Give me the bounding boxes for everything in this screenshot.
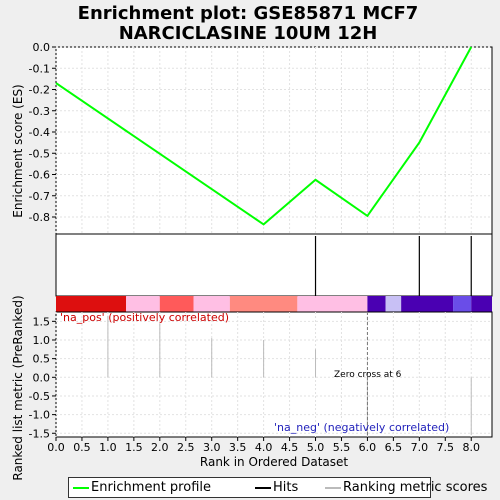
- x-tick-label: 4.0: [255, 441, 273, 454]
- metric-y-axis: 1.5 1.0 0.5 0.0 -0.5 -1.0 -1.5: [29, 315, 56, 440]
- color-bar-segment: [193, 296, 230, 312]
- legend-label-ranking-metric-scores: Ranking metric scores: [343, 480, 488, 495]
- es-y-tick-label: -0.5: [29, 147, 50, 160]
- es-y-tick-label: -0.4: [29, 126, 50, 139]
- chart-title-line-1: Enrichment plot: GSE85871 MCF7: [78, 3, 419, 24]
- metric-y-tick-label: -0.5: [29, 390, 50, 403]
- color-bar-segment: [297, 296, 368, 312]
- neg-annotation: 'na_neg' (negatively correlated): [274, 421, 449, 434]
- x-tick-label: 6.0: [359, 441, 377, 454]
- enrichment-profile-line: [55, 46, 473, 226]
- color-bar-segment: [126, 296, 160, 312]
- metric-y-tick-label: 1.5: [33, 315, 51, 328]
- metric-y-tick-label: 0.5: [33, 353, 51, 366]
- es-y-tick-label: 0.0: [33, 41, 51, 54]
- legend-label-hits: Hits: [273, 480, 299, 495]
- metric-y-tick-label: -1.5: [29, 427, 50, 440]
- x-tick-label: 5.0: [307, 441, 325, 454]
- color-bar-segment: [401, 296, 454, 312]
- es-y-tick-label: -0.7: [29, 190, 50, 203]
- metric-y-tick-label: -1.0: [29, 409, 50, 422]
- x-tick-label: 1.5: [125, 441, 143, 454]
- es-y-tick-label: -0.6: [29, 169, 50, 182]
- hits: [314, 236, 472, 296]
- es-y-tick-label: -0.3: [29, 105, 50, 118]
- color-bar-segment: [471, 296, 492, 312]
- es-y-axis-label: Enrichment score (ES): [11, 84, 25, 217]
- x-tick-label: 3.5: [229, 441, 247, 454]
- x-tick-label: 1.0: [99, 441, 117, 454]
- color-bar-segment: [159, 296, 194, 312]
- legend-label-enrichment-profile: Enrichment profile: [91, 480, 211, 495]
- metric-y-tick-label: 1.0: [33, 334, 51, 347]
- chart-title-line-2: NARCICLASINE 10UM 12H: [119, 23, 378, 44]
- legend-item-ranking-metric-scores: Ranking metric scores: [325, 480, 487, 495]
- x-tick-label: 0.0: [47, 441, 65, 454]
- x-tick-label: 2.0: [151, 441, 169, 454]
- x-tick-label: 7.0: [411, 441, 429, 454]
- metric-y-axis-label: Ranked list metric (PreRanked): [11, 295, 25, 480]
- metric-panel-background: [55, 311, 493, 438]
- legend-item-hits: Hits: [255, 480, 298, 495]
- ranking-color-bar: [56, 296, 492, 312]
- es-y-tick-label: -0.8: [29, 211, 50, 224]
- x-axis: 0.0 0.5 1.0 1.5 2.0 2.5 3.0 3.5 4.0 4.5 5.0 5.5 6.0 6…: [47, 437, 480, 454]
- x-axis-label: Rank in Ordered Dataset: [200, 455, 348, 469]
- es-panel-background: [55, 46, 493, 235]
- x-tick-label: 5.5: [333, 441, 351, 454]
- es-y-tick-label: -0.2: [29, 84, 50, 97]
- x-tick-label: 8.0: [462, 441, 480, 454]
- color-bar-segment: [453, 296, 472, 312]
- x-tick-label: 0.5: [73, 441, 91, 454]
- legend: Enrichment profile Hits Ranking metric s…: [68, 477, 487, 498]
- x-tick-label: 4.5: [281, 441, 299, 454]
- zero-cross-annotation: Zero cross at 6: [334, 370, 402, 380]
- color-bar-segment: [56, 296, 127, 312]
- color-bar-segment: [385, 296, 402, 312]
- es-y-axis: 0.0 -0.1 -0.2 -0.3 -0.4 -0.5 -0.6 -0.7 -0.8: [29, 41, 56, 224]
- x-tick-label: 6.5: [385, 441, 403, 454]
- x-tick-label: 2.5: [177, 441, 195, 454]
- color-bar-segment: [229, 296, 298, 312]
- pos-annotation: 'na_pos' (positively correlated): [60, 311, 229, 324]
- metric-y-tick-label: 0.0: [33, 371, 51, 384]
- legend-item-enrichment-profile: Enrichment profile: [73, 480, 211, 495]
- color-bar-segment: [367, 296, 386, 312]
- x-tick-label: 3.0: [203, 441, 221, 454]
- x-tick-label: 7.5: [437, 441, 455, 454]
- es-y-tick-label: -0.1: [29, 62, 50, 75]
- hits-panel-background: [55, 233, 493, 297]
